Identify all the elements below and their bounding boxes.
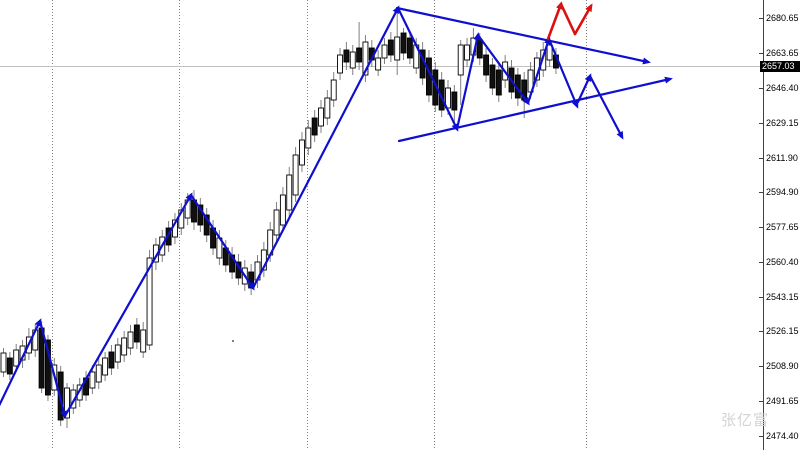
trendline-triangle-lower[interactable] <box>397 76 673 143</box>
candle-bull <box>464 44 470 61</box>
axis-price-label: 2646.40 <box>766 83 799 93</box>
candle-bull <box>121 337 128 356</box>
axis-price-label: 2577.65 <box>766 222 799 232</box>
trendline-swing-down-3[interactable] <box>396 6 459 132</box>
candle-bull <box>299 139 305 166</box>
trendline-swing-up-1[interactable] <box>0 318 42 412</box>
trendline-swing-up-2[interactable] <box>63 192 193 418</box>
candle-bear <box>343 49 350 63</box>
candle-bull <box>546 44 553 61</box>
candle-bull <box>140 329 147 353</box>
candle-bull <box>394 36 401 61</box>
candle-bear <box>495 69 502 96</box>
trendline-swing-up-3[interactable] <box>251 5 400 290</box>
candle-bull <box>375 57 382 71</box>
axis-price-label: 2508.90 <box>766 361 799 371</box>
candle-bull <box>273 209 280 236</box>
trendline-swing-down-4[interactable] <box>476 33 530 106</box>
candle-bear <box>406 37 413 59</box>
axis-price-label: 2543.15 <box>766 292 799 302</box>
candle-bull <box>318 107 324 127</box>
axis-price-label: 2629.15 <box>766 118 799 128</box>
candle-bear <box>311 117 318 136</box>
candle-bear <box>108 351 115 369</box>
trendline-proj-down-cont[interactable] <box>588 74 624 140</box>
trendline-red-proj-up-1[interactable] <box>546 1 563 41</box>
candle-bull <box>13 349 20 367</box>
candle-bear <box>476 39 483 59</box>
candle-bear <box>489 64 496 89</box>
candle-bear <box>6 357 13 375</box>
candle-bull <box>362 41 369 76</box>
candle-bull <box>146 257 153 346</box>
trendline-swing-down-1[interactable] <box>38 319 68 419</box>
trendline-red-proj-down[interactable] <box>559 2 577 36</box>
axis-price-label: 2560.40 <box>766 257 799 267</box>
watermark-text: 张亿富 <box>721 412 770 429</box>
candle-bear <box>197 204 204 226</box>
chart-dot <box>232 340 234 342</box>
trendline-swing-up-4[interactable] <box>455 32 481 131</box>
candle-bull <box>457 44 464 76</box>
candle-bull <box>286 174 293 211</box>
candle-bear <box>387 39 394 56</box>
candle-bull <box>89 371 96 389</box>
candle-bull <box>349 51 356 69</box>
axis-price-label: 2663.65 <box>766 48 799 58</box>
candle-bull <box>445 87 451 109</box>
candle-bull <box>292 154 299 196</box>
axis-price-label: 2594.90 <box>766 187 799 197</box>
candle-bear <box>483 54 490 76</box>
trendline-swing-up-5[interactable] <box>526 36 551 105</box>
candle-bear <box>438 79 445 111</box>
axis-price-label: 2680.65 <box>766 13 799 23</box>
candle-bull <box>95 364 102 383</box>
axis-price-label: 2491.65 <box>766 396 799 406</box>
candle-bear <box>400 32 407 54</box>
axis-price-label: 2611.90 <box>766 153 798 163</box>
candle-bear <box>356 47 363 63</box>
candle-bear <box>203 214 210 236</box>
candle-bull <box>337 54 343 74</box>
candle-bull <box>324 97 331 119</box>
trendline-proj-retest-up[interactable] <box>576 73 592 104</box>
candle-bull <box>127 331 134 349</box>
trendline-swing-down-2[interactable] <box>189 193 255 291</box>
candle-bull <box>102 357 109 376</box>
axis-price-label: 2474.40 <box>766 431 799 441</box>
candle-bear <box>133 324 140 343</box>
candle-bull <box>330 79 337 101</box>
candle-bull <box>381 44 388 59</box>
trendline-proj-down-break[interactable] <box>547 37 579 109</box>
trendline-red-proj-up-2[interactable] <box>573 3 593 36</box>
trendline-triangle-upper[interactable] <box>395 6 651 65</box>
candle-bull <box>305 127 312 149</box>
candle-bear <box>451 91 458 111</box>
current-price-tag: 2657.03 <box>760 61 800 72</box>
axis-price-label: 2526.15 <box>766 326 799 336</box>
candle-bull <box>114 344 121 363</box>
candle-bull <box>0 352 7 373</box>
candle-bull <box>279 194 286 226</box>
candle-bear <box>45 339 51 396</box>
